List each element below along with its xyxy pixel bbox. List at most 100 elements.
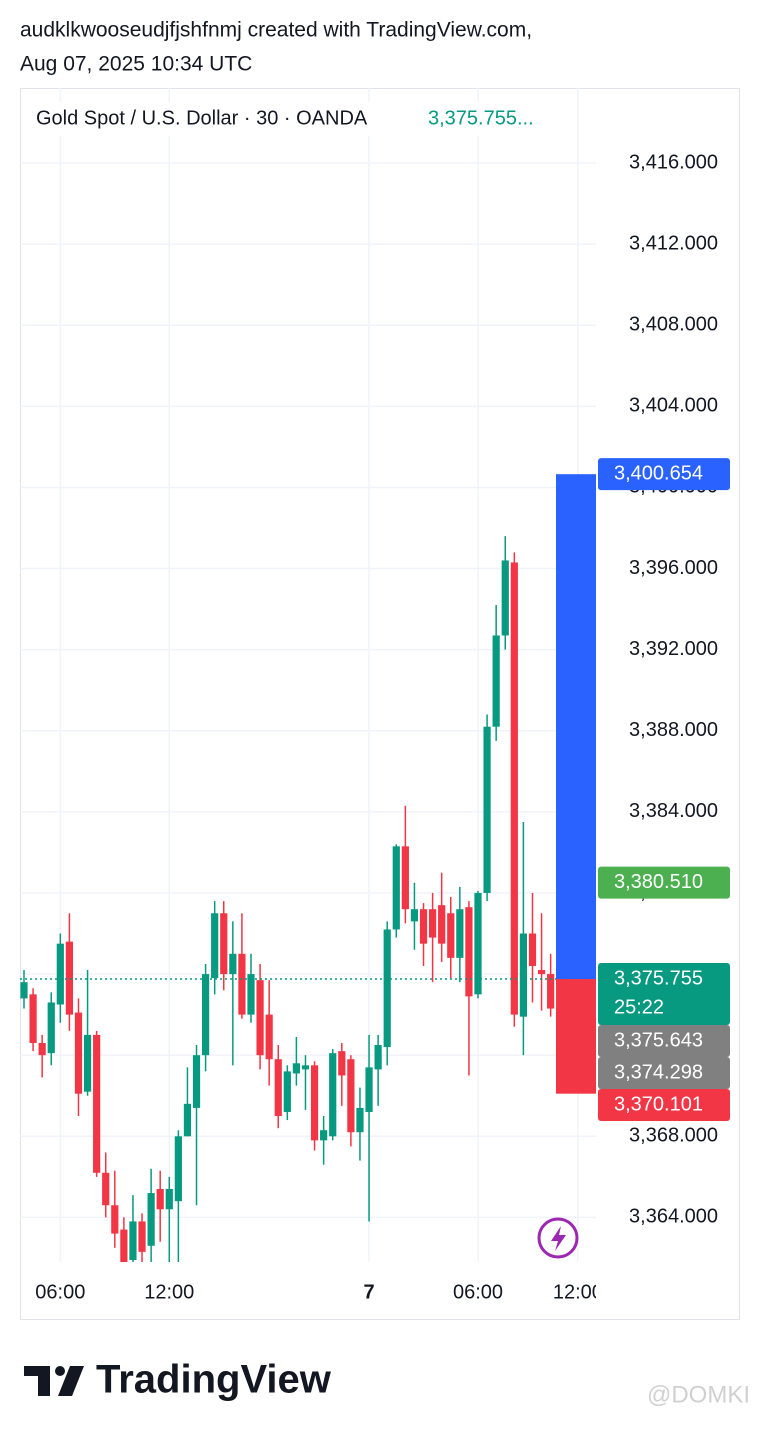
candle-body xyxy=(102,1172,110,1206)
price-label: 3,380.510 xyxy=(614,871,703,893)
legend-bg xyxy=(30,102,560,136)
candle-body xyxy=(383,929,391,1048)
header-date: Aug 07, 2025 10:34 UTC xyxy=(20,53,252,76)
price-label: 3,375.755 xyxy=(614,967,703,989)
candle-body xyxy=(192,1055,201,1108)
candle-body xyxy=(410,909,419,922)
y-tick-label: 3,396.000 xyxy=(629,557,718,579)
candle-body xyxy=(528,933,537,966)
candle-body xyxy=(247,974,255,1015)
y-tick-label: 3,364.000 xyxy=(629,1206,718,1228)
candle-body xyxy=(537,970,546,975)
candle-body xyxy=(347,1059,355,1133)
tradingview-logo xyxy=(24,1366,84,1396)
candle-body xyxy=(292,1063,300,1074)
brand: TradingView xyxy=(96,1358,332,1402)
candle-body xyxy=(392,846,400,930)
candle-body xyxy=(211,913,219,979)
candle-body xyxy=(356,1107,364,1133)
candle-body xyxy=(20,982,28,999)
y-tick-label: 3,412.000 xyxy=(629,232,718,254)
position-target xyxy=(556,474,596,980)
candle-body xyxy=(238,953,246,1015)
candle-body xyxy=(183,1103,192,1137)
candle-body xyxy=(483,726,491,893)
price-label-box xyxy=(598,1089,730,1122)
x-tick-label: 12:00 xyxy=(553,1281,603,1303)
y-tick-label: 3,384.000 xyxy=(629,800,718,822)
candle-body xyxy=(510,562,518,1015)
candle-body xyxy=(438,905,446,944)
lightning-icon xyxy=(537,1217,579,1259)
candle-body xyxy=(320,1130,328,1141)
price-label: 3,370.101 xyxy=(614,1093,703,1115)
y-tick-label: 3,416.000 xyxy=(629,151,718,173)
candle-body xyxy=(202,974,210,1056)
price-label-box xyxy=(598,963,730,1026)
candle-body xyxy=(365,1067,373,1112)
candle-body xyxy=(47,1002,55,1054)
candle-body xyxy=(38,1043,46,1056)
candle-body xyxy=(93,1034,101,1173)
candle-body xyxy=(29,994,37,1044)
candle-body xyxy=(338,1051,346,1076)
candle-body xyxy=(111,1205,119,1234)
candle-body xyxy=(429,909,437,938)
candle-body xyxy=(274,1059,282,1117)
candle-body xyxy=(65,941,73,1015)
candle-body xyxy=(310,1065,319,1141)
price-label-box xyxy=(598,1025,730,1058)
price-axis: 3,364.0003,368.0003,372.0003,376.0003,38… xyxy=(598,151,730,1228)
candle-body xyxy=(147,1193,155,1246)
candle-body xyxy=(447,913,455,958)
x-tick-label: 12:00 xyxy=(144,1281,194,1303)
chart-frame xyxy=(20,88,740,1320)
candle-body xyxy=(374,1045,382,1070)
price-label: 3,374.298 xyxy=(614,1061,703,1083)
candle-body xyxy=(265,1014,273,1060)
candle-body xyxy=(229,953,237,975)
candle-body xyxy=(474,892,482,995)
position-stop xyxy=(556,979,596,1094)
price-label-box xyxy=(598,866,730,899)
candle-body xyxy=(174,1136,182,1202)
header-line: audklkwooseudjfjshfnmj created with Trad… xyxy=(20,19,532,42)
time-axis: 06:00 12:00 7 06:00 12:00 xyxy=(35,1281,603,1303)
candle-body xyxy=(283,1071,291,1112)
candle-body xyxy=(56,943,64,1005)
candle-body xyxy=(74,1012,83,1094)
x-tick-label: 06:00 xyxy=(35,1281,85,1303)
candle-body xyxy=(129,1221,137,1260)
candle-body xyxy=(519,933,527,1017)
watermark: @DOMKI xyxy=(647,1381,750,1408)
candle-body xyxy=(138,1221,146,1252)
candle-body xyxy=(165,1189,173,1210)
y-tick-label: 3,408.000 xyxy=(629,314,718,336)
x-tick-label: 7 xyxy=(363,1281,374,1303)
y-tick-label: 3,404.000 xyxy=(629,395,718,417)
candle-body xyxy=(120,1229,128,1262)
candle-body xyxy=(256,980,264,1056)
legend-title: Gold Spot / U.S. Dollar · 30 · OANDA xyxy=(36,107,368,129)
candle-body xyxy=(465,907,473,997)
x-tick-label: 06:00 xyxy=(453,1281,503,1303)
candle-body xyxy=(456,909,464,958)
legend-price: 3,375.755... xyxy=(428,107,534,129)
plot xyxy=(20,474,596,1262)
price-label-box xyxy=(598,458,730,491)
candle-body xyxy=(329,1053,337,1137)
y-tick-label: 3,388.000 xyxy=(629,719,718,741)
candle-body xyxy=(492,635,500,727)
price-label: 3,400.654 xyxy=(614,462,703,484)
candle-body xyxy=(220,913,228,975)
y-tick-label: 3,392.000 xyxy=(629,638,718,660)
candle-body xyxy=(301,1065,310,1070)
countdown: 25:22 xyxy=(614,996,664,1018)
candle-body xyxy=(83,1034,92,1092)
price-label-box xyxy=(598,1057,730,1090)
candle-body xyxy=(547,974,555,1009)
candle-body xyxy=(156,1189,164,1210)
